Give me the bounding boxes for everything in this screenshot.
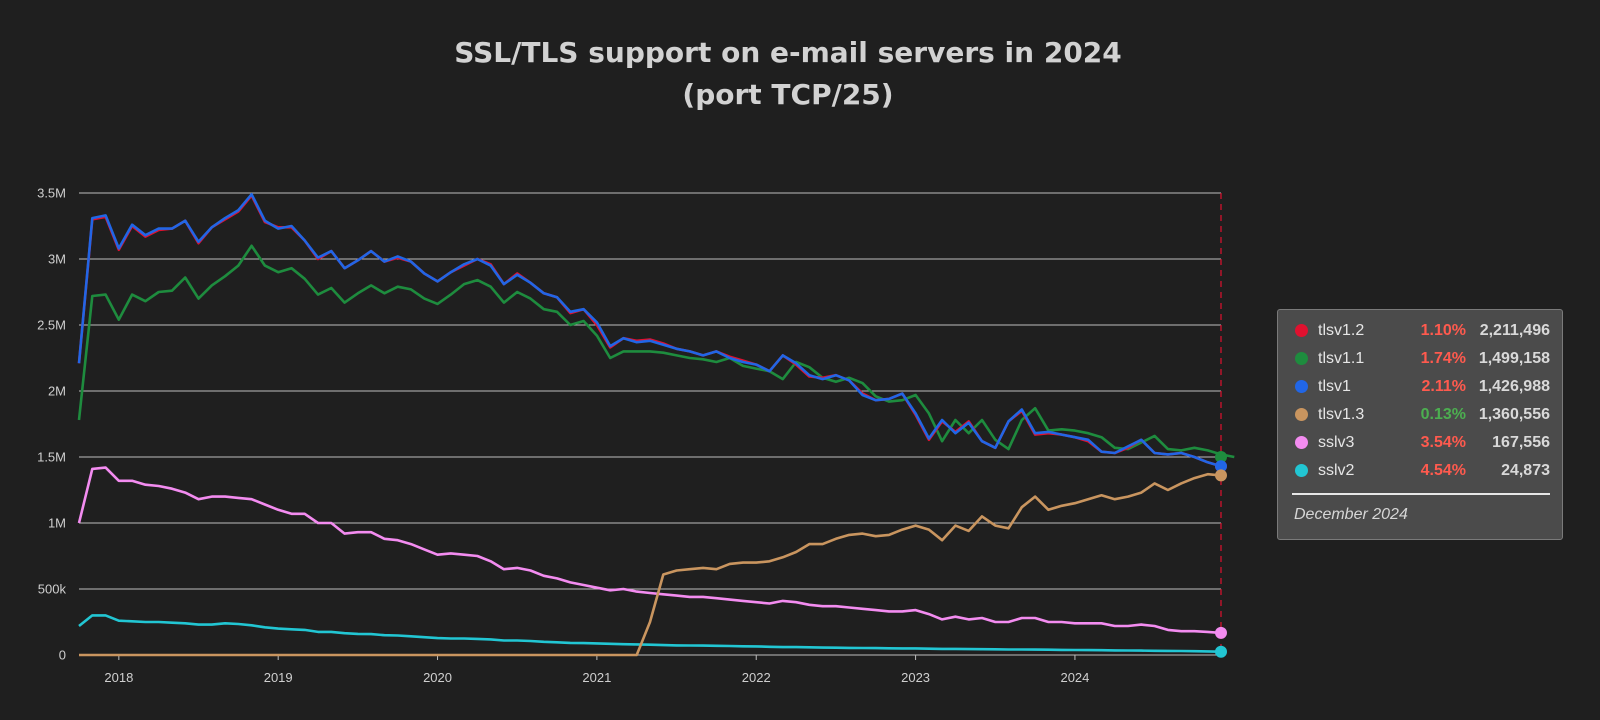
legend-item[interactable]: tlsv1.2 1.10% 2,211,496 bbox=[1292, 319, 1550, 343]
legend-dot-icon bbox=[1295, 352, 1308, 365]
y-tick-label: 1M bbox=[48, 516, 66, 531]
legend-latest-value: 1,499,158 bbox=[1478, 350, 1550, 367]
legend-series-name: tlsv1.2 bbox=[1318, 322, 1365, 339]
grid bbox=[79, 192, 1221, 656]
legend-latest-value: 2,211,496 bbox=[1479, 322, 1550, 339]
legend-change-pct: 1.74% bbox=[1420, 350, 1466, 367]
series-line-sslv3 bbox=[77, 466, 1222, 635]
x-tick-label: 2020 bbox=[423, 670, 452, 685]
end-marker-tlsv1-3 bbox=[1215, 469, 1227, 482]
legend-change-pct: 0.13% bbox=[1420, 406, 1466, 423]
series-line-tlsv1-3 bbox=[79, 472, 1222, 657]
x-tick-label: 2018 bbox=[104, 670, 133, 685]
x-tick-label: 2021 bbox=[582, 670, 611, 685]
series-line-tlsv1-2 bbox=[77, 194, 1222, 468]
legend-dot-icon bbox=[1295, 324, 1308, 337]
y-tick-label: 2.5M bbox=[37, 318, 66, 333]
legend-item[interactable]: sslv3 3.54% 167,556 bbox=[1292, 431, 1550, 455]
legend-separator bbox=[1292, 493, 1550, 495]
x-tick-label: 2023 bbox=[901, 670, 930, 685]
series-end-markers bbox=[1215, 451, 1227, 658]
legend-item[interactable]: tlsv1.3 0.13% 1,360,556 bbox=[1292, 403, 1550, 427]
end-marker-sslv3 bbox=[1215, 626, 1227, 639]
legend-change-pct: 3.54% bbox=[1420, 434, 1466, 451]
series-line-sslv2 bbox=[78, 614, 1222, 653]
legend-date: December 2024 bbox=[1294, 506, 1408, 523]
x-tick-label: 2024 bbox=[1060, 670, 1089, 685]
legend-latest-value: 1,426,988 bbox=[1478, 378, 1550, 395]
end-marker-sslv2 bbox=[1215, 645, 1227, 658]
legend-series-name: sslv3 bbox=[1318, 434, 1355, 451]
legend-dot-icon bbox=[1295, 464, 1308, 477]
legend-series-name: tlsv1.1 bbox=[1318, 350, 1365, 367]
series-line-tlsv1 bbox=[77, 193, 1222, 468]
y-tick-label: 2M bbox=[48, 384, 66, 399]
legend-latest-value: 1,360,556 bbox=[1478, 406, 1550, 423]
y-tick-label: 3M bbox=[48, 252, 66, 267]
legend-latest-value: 24,873 bbox=[1501, 462, 1550, 479]
legend-item[interactable]: sslv2 4.54% 24,873 bbox=[1292, 459, 1550, 483]
legend-series-name: tlsv1.3 bbox=[1318, 406, 1365, 423]
legend-item[interactable]: tlsv1 2.11% 1,426,988 bbox=[1292, 375, 1550, 399]
legend-change-pct: 1.10% bbox=[1420, 322, 1466, 339]
legend-dot-icon bbox=[1295, 436, 1308, 449]
legend-series-name: sslv2 bbox=[1318, 462, 1355, 479]
legend-series-name: tlsv1 bbox=[1318, 378, 1351, 395]
legend-change-pct: 2.11% bbox=[1421, 378, 1466, 395]
x-tick-label: 2019 bbox=[264, 670, 293, 685]
y-tick-label: 0 bbox=[59, 648, 66, 663]
chart-title: SSL/TLS support on e-mail servers in 202… bbox=[454, 36, 1122, 69]
y-tick-label: 3.5M bbox=[37, 186, 66, 201]
x-axis: 2018 2019 2020 2021 2022 2023 2024 bbox=[104, 655, 1089, 685]
series-line-tlsv1-1 bbox=[77, 244, 1235, 459]
end-marker-tlsv1-1 bbox=[1215, 451, 1227, 463]
legend-box: tlsv1.2 1.10% 2,211,496 tlsv1.1 1.74% 1,499,1… bbox=[1277, 309, 1563, 540]
y-axis: 0 500k 1M 1.5M 2M 2.5M 3M 3.5M bbox=[37, 186, 66, 663]
end-marker-tlsv1 bbox=[1215, 460, 1227, 473]
legend-item[interactable]: tlsv1.1 1.74% 1,499,158 bbox=[1292, 347, 1550, 371]
legend-change-pct: 4.54% bbox=[1420, 462, 1466, 479]
legend-dot-icon bbox=[1295, 380, 1308, 393]
chart-subtitle: (port TCP/25) bbox=[682, 78, 893, 111]
legend-dot-icon bbox=[1295, 408, 1308, 421]
y-tick-label: 1.5M bbox=[37, 450, 66, 465]
x-tick-label: 2022 bbox=[742, 670, 771, 685]
legend-latest-value: 167,556 bbox=[1492, 434, 1550, 451]
series-lines bbox=[77, 193, 1235, 657]
y-tick-label: 500k bbox=[38, 582, 67, 597]
